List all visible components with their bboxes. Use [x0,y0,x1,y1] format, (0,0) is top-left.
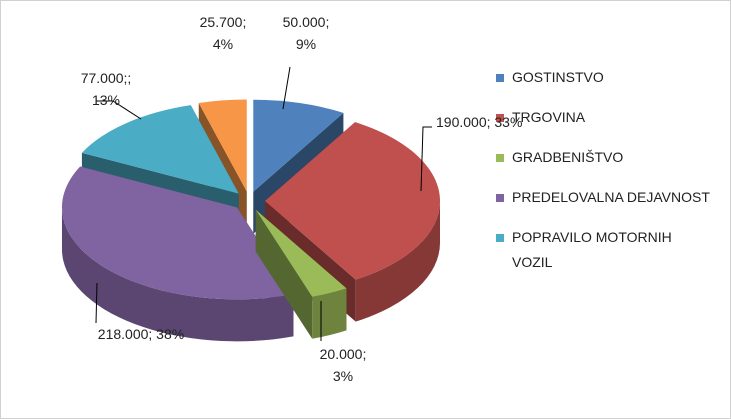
slice [81,105,239,194]
data-label: 190.000; 33% [436,111,522,133]
legend-item: GRADBENIŠTVO [496,145,711,170]
slice-wall [61,207,294,342]
data-label-line: 3% [332,368,354,384]
slice [255,209,347,297]
leader-line [95,282,98,324]
data-label-line: 218.000; 38% [97,326,185,342]
data-label: 20.000; 3% [320,343,367,387]
data-label: 77.000;; 13% [81,67,132,111]
legend-label: POPRAVILO MOTORNIH VOZIL [512,229,672,270]
legend-label: GOSTINSTVO [512,69,604,85]
legend-item: GOSTINSTVO [496,65,711,90]
slice-side [255,209,313,339]
slice-wall [355,200,440,322]
data-label: 25.700; 4% [200,11,247,55]
legend-label: GRADBENIŠTVO [512,149,624,165]
slice [264,122,440,280]
legend-item: TRGOVINA [496,105,711,130]
legend-swatch [496,74,504,82]
legend-label: PREDELOVALNA DEJAVNOST [512,189,710,205]
data-label-line: 190.000; 33% [436,114,523,130]
data-label-line: 77.000;; [80,70,132,86]
slice [61,166,294,300]
data-label-line: 50.000; [282,14,330,30]
legend-swatch [496,194,504,202]
data-label: 50.000; 9% [283,11,330,55]
leader-line [420,126,432,192]
legend: GOSTINSTVO TRGOVINA GRADBENIŠTVO PREDELOVAL… [496,65,711,290]
slice [198,99,247,192]
data-label-line: 4% [212,36,234,52]
leader-line [282,66,291,110]
data-label: 218.000; 38% [98,323,184,345]
legend-label: TRGOVINA [512,109,586,125]
legend-swatch [496,114,504,122]
legend-swatch [496,154,504,162]
legend-swatch [496,234,504,242]
legend-item: POPRAVILO MOTORNIH VOZIL [496,225,711,275]
data-label-line: 20.000; [319,346,367,362]
slice-wall [312,288,347,339]
data-label-line: 9% [295,36,317,52]
slice [253,99,344,192]
data-label-line: 25.700; [199,14,247,30]
data-label-line: 13% [91,92,121,108]
legend-item: PREDELOVALNA DEJAVNOST [496,185,711,210]
leader-line [96,100,142,120]
